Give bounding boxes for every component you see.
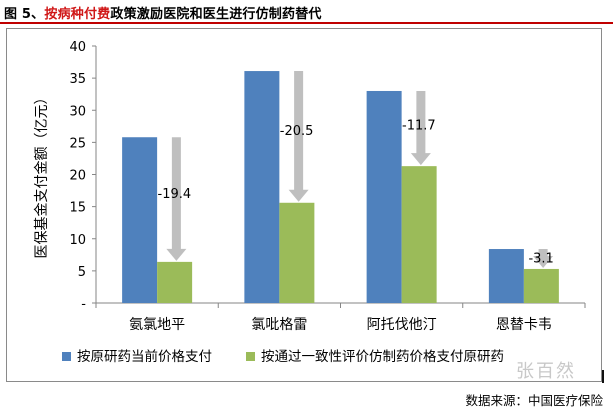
bar-series1 (122, 137, 158, 303)
decrease-arrow (410, 90, 431, 166)
legend-label-series2: 按通过一致性评价仿制药价格支付原研药 (261, 349, 504, 365)
decrease-arrow (533, 249, 554, 268)
decrease-label: -19.4 (158, 187, 192, 202)
legend-swatch-series1 (62, 352, 71, 361)
figure-title: 图 5、按病种付费政策激励医院和医生进行仿制药替代 (4, 3, 322, 22)
x-category-label: 氨氯地平 (129, 317, 185, 333)
decrease-arrow (166, 137, 187, 261)
legend-label-series1: 按原研药当前价格支付 (77, 348, 212, 365)
x-category-label: 阿托伐他汀 (367, 317, 437, 333)
bar-series1 (366, 90, 402, 303)
text-cursor (602, 370, 604, 383)
bar-series1 (488, 249, 524, 303)
bar-series2 (523, 268, 559, 303)
y-tick-label: 35 (69, 72, 86, 87)
decrease-label: -11.7 (402, 118, 436, 133)
bar-series2 (157, 261, 193, 303)
y-tick-label: 5 (78, 265, 86, 280)
y-axis-title: 医保基金支付金额（亿元） (33, 91, 50, 259)
legend-swatch-series2 (246, 352, 255, 361)
decrease-arrow (288, 71, 309, 202)
y-tick-label: 30 (69, 104, 86, 119)
y-tick-label: 40 (69, 40, 86, 55)
decrease-label: -3.1 (528, 252, 553, 267)
title-prefix: 图 5、 (4, 7, 45, 22)
title-rest: 政策激励医院和医生进行仿制药替代 (110, 7, 322, 22)
title-highlight: 按病种付费 (44, 7, 111, 22)
decrease-label: -20.5 (280, 124, 314, 139)
bar-series1 (244, 71, 280, 304)
x-category-label: 恩替卡韦 (496, 317, 552, 333)
bar-series2 (279, 202, 315, 303)
y-tick-label: 15 (69, 201, 86, 216)
bar-series2 (401, 166, 437, 303)
watermark: 张百然 (516, 361, 576, 382)
title-divider (0, 22, 613, 24)
y-tick-label: 20 (69, 169, 86, 184)
x-category-label: 氯吡格雷 (251, 317, 307, 333)
y-tick-label: - (81, 297, 86, 312)
y-tick-label: 25 (69, 136, 86, 151)
data-source: 数据来源：中国医疗保险 (465, 393, 603, 408)
y-tick-label: 10 (69, 233, 86, 248)
